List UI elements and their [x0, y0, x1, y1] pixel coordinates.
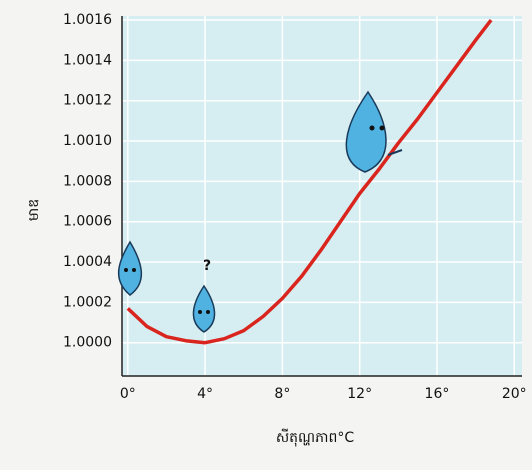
droplet-min: [192, 284, 216, 333]
y-tick-label: 1.0016: [63, 12, 112, 28]
x-tick-label: 12°: [347, 386, 372, 402]
droplet-cold: [117, 240, 143, 296]
y-tick-label: 1.0004: [63, 254, 112, 270]
droplet-warm: [345, 90, 403, 173]
annotation: ?: [203, 258, 211, 274]
x-tick-label: 16°: [425, 386, 450, 402]
x-tick-label: 8°: [274, 386, 290, 402]
y-tick-label: 1.0002: [63, 294, 112, 310]
y-tick-label: 1.0006: [63, 214, 112, 230]
y-axis-label: មាឌ: [26, 199, 42, 221]
x-tick-label: 20°: [502, 386, 527, 402]
y-tick-label: 1.0000: [63, 335, 112, 351]
y-tick-label: 1.0008: [63, 173, 112, 189]
x-axis-label: សីតុណ្ហភាព°C: [276, 428, 355, 447]
y-tick-label: 1.0012: [63, 93, 112, 109]
plot-area: [122, 16, 522, 376]
x-tick-label: 0°: [120, 386, 136, 402]
x-tick-label: 4°: [197, 386, 213, 402]
y-tick-label: 1.0014: [63, 52, 112, 68]
data-line: [126, 18, 493, 345]
marks: [126, 18, 493, 345]
y-tick-label: 1.0010: [63, 133, 112, 149]
